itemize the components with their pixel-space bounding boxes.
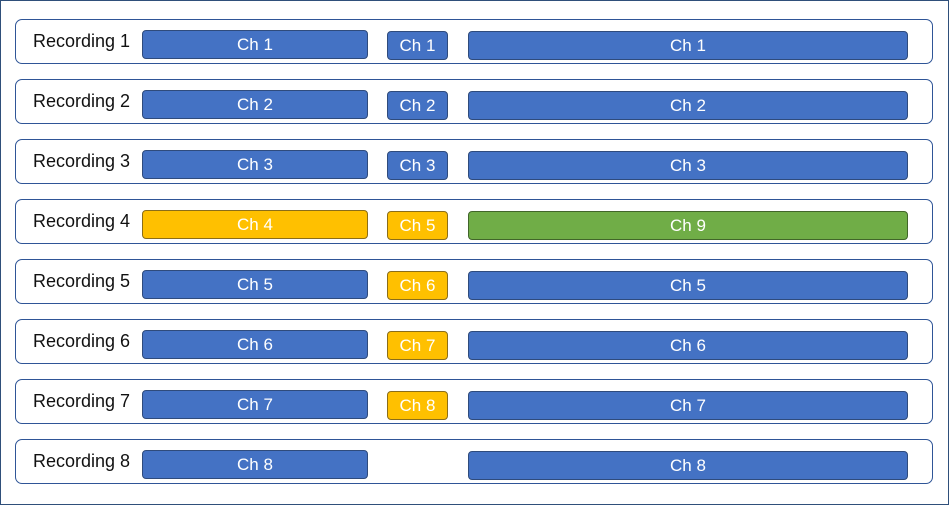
channel-block-b: Ch 7 [387, 331, 448, 360]
channel-block-a: Ch 1 [142, 30, 368, 59]
channel-block-b: Ch 5 [387, 211, 448, 240]
channel-block-b: Ch 6 [387, 271, 448, 300]
channel-block-a: Ch 4 [142, 210, 368, 239]
channel-block-c: Ch 7 [468, 391, 908, 420]
channel-block-a: Ch 8 [142, 450, 368, 479]
channel-block-b: Ch 8 [387, 391, 448, 420]
recording-row-5: Recording 5 Ch 5 Ch 6 Ch 5 [15, 259, 933, 304]
channel-block-c: Ch 1 [468, 31, 908, 60]
channel-block-c: Ch 5 [468, 271, 908, 300]
channel-block-a: Ch 2 [142, 90, 368, 119]
recording-label: Recording 2 [33, 91, 131, 111]
recording-row-4: Recording 4 Ch 4 Ch 5 Ch 9 [15, 199, 933, 244]
recording-row-1: Recording 1 Ch 1 Ch 1 Ch 1 [15, 19, 933, 64]
recording-label: Recording 4 [33, 211, 131, 231]
recording-row-6: Recording 6 Ch 6 Ch 7 Ch 6 [15, 319, 933, 364]
channel-block-b: Ch 3 [387, 151, 448, 180]
channel-block-a: Ch 5 [142, 270, 368, 299]
channel-block-c: Ch 8 [468, 451, 908, 480]
recording-row-8: Recording 8 Ch 8 Ch 8 [15, 439, 933, 484]
recording-label: Recording 1 [33, 31, 131, 51]
channel-block-a: Ch 7 [142, 390, 368, 419]
channel-block-a: Ch 6 [142, 330, 368, 359]
recording-label: Recording 5 [33, 271, 131, 291]
recording-row-2: Recording 2 Ch 2 Ch 2 Ch 2 [15, 79, 933, 124]
recording-row-3: Recording 3 Ch 3 Ch 3 Ch 3 [15, 139, 933, 184]
recording-label: Recording 6 [33, 331, 131, 351]
recording-label: Recording 8 [33, 451, 131, 471]
channel-block-c: Ch 9 [468, 211, 908, 240]
channel-block-c: Ch 6 [468, 331, 908, 360]
channel-block-b: Ch 2 [387, 91, 448, 120]
channel-block-a: Ch 3 [142, 150, 368, 179]
recording-label: Recording 7 [33, 391, 131, 411]
recording-label: Recording 3 [33, 151, 131, 171]
recording-row-7: Recording 7 Ch 7 Ch 8 Ch 7 [15, 379, 933, 424]
channel-block-c: Ch 2 [468, 91, 908, 120]
channel-block-c: Ch 3 [468, 151, 908, 180]
channel-block-b: Ch 1 [387, 31, 448, 60]
